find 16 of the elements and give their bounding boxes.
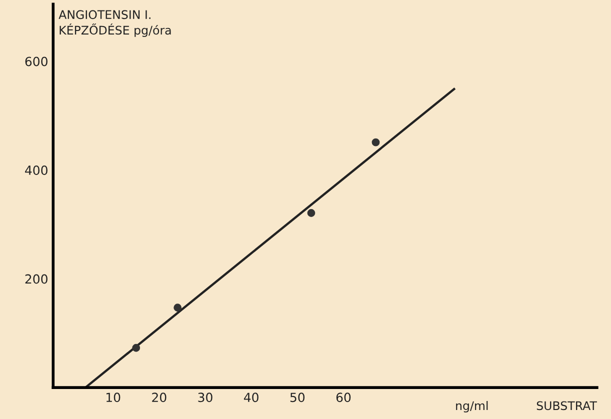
point (132, 344, 140, 352)
y-tick-label: 400 (25, 166, 48, 175)
x-tick-label: 50 (290, 392, 305, 402)
x-axis-title: SUBSTRAT (536, 401, 597, 410)
x-tick-label: 10 (106, 392, 120, 402)
y-tick-label: 600 (25, 56, 48, 66)
text: ng/ml (456, 400, 488, 412)
point (174, 304, 182, 312)
x-tick-label: 60 (336, 392, 351, 402)
y-tick-label: 200 (25, 274, 48, 284)
y-axis-title: ANGIOTENSIN I. KÉPZŐDÉSE pg/óra (58, 10, 171, 37)
x-tick-label: 20 (152, 392, 166, 402)
point (372, 138, 380, 146)
x-tick-label: 30 (198, 392, 212, 402)
point (307, 209, 316, 217)
x-tick-label: 40 (244, 392, 258, 402)
